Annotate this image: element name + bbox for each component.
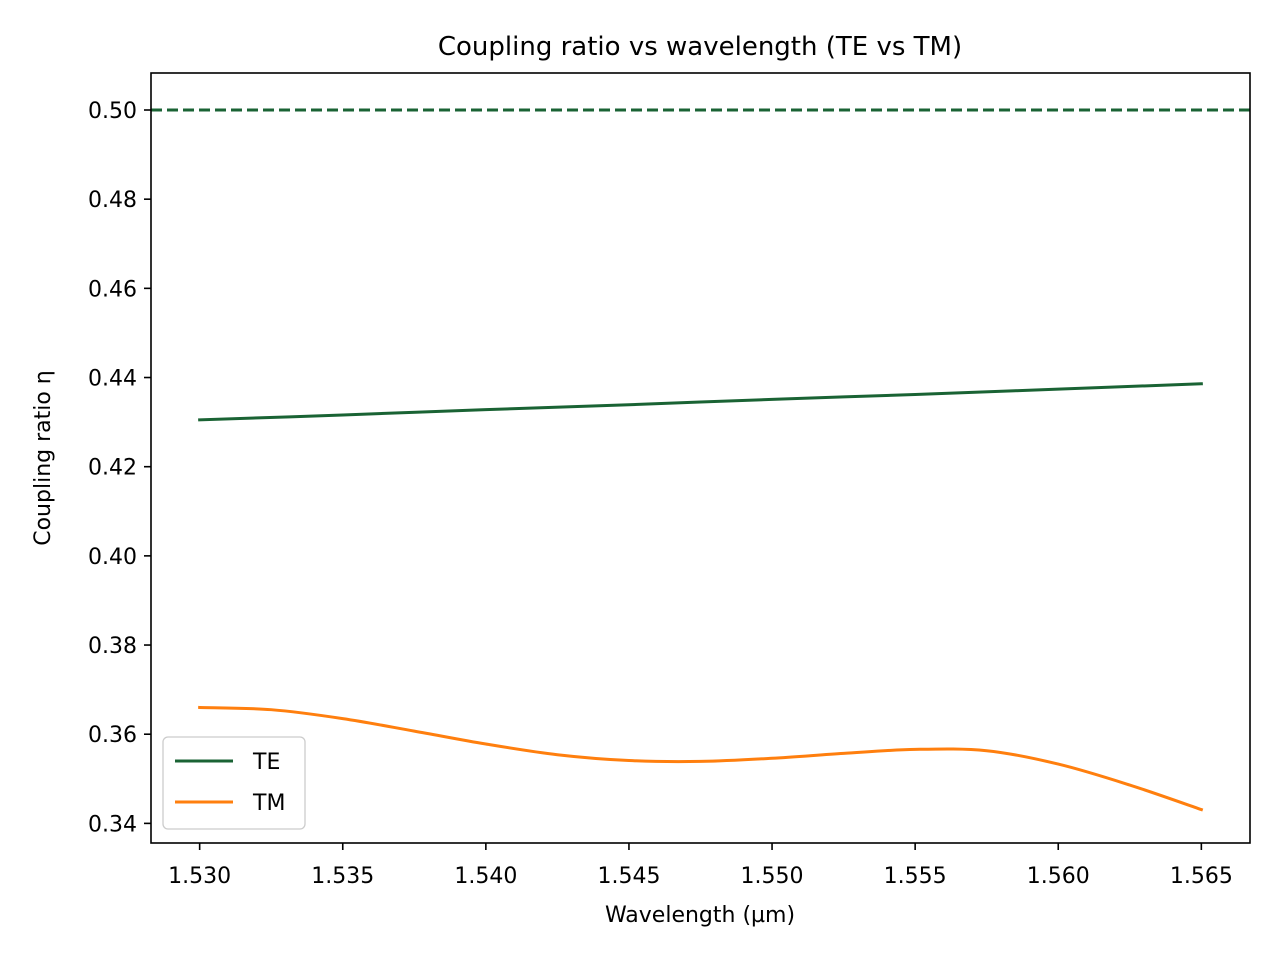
y-axis-label: Coupling ratio η <box>31 370 56 546</box>
x-axis-label: Wavelength (µm) <box>605 903 795 928</box>
series-line-te <box>198 382 1203 422</box>
y-tick-label: 0.50 <box>88 99 137 124</box>
x-tick-label: 1.565 <box>1170 864 1233 889</box>
y-tick-label: 0.48 <box>88 188 137 213</box>
x-tick-label: 1.550 <box>741 864 804 889</box>
plot-marks <box>151 108 1250 812</box>
chart-title: Coupling ratio vs wavelength (TE vs TM) <box>438 32 962 62</box>
x-tick-label: 1.555 <box>884 864 947 889</box>
x-tick-label: 1.545 <box>597 864 660 889</box>
x-tick-label: 1.540 <box>454 864 517 889</box>
legend-label-tm: TM <box>252 791 285 816</box>
legend-label-te: TE <box>252 750 280 775</box>
y-tick-label: 0.46 <box>88 277 137 302</box>
series-line-tm <box>198 705 1204 812</box>
y-tick-label: 0.40 <box>88 545 137 570</box>
y-tick-label: 0.38 <box>88 634 137 659</box>
axis-ticks: 1.530 1.535 1.540 1.545 1.550 1.555 1.560 1.565… <box>88 99 1233 889</box>
y-tick-label: 0.44 <box>88 367 137 392</box>
plot-frame <box>150 72 1251 844</box>
y-tick-label: 0.34 <box>88 812 137 837</box>
legend: TE TM <box>162 736 306 830</box>
x-tick-label: 1.535 <box>311 864 374 889</box>
y-tick-label: 0.36 <box>88 723 137 748</box>
y-tick-label: 0.42 <box>88 456 137 481</box>
x-tick-label: 1.560 <box>1027 864 1090 889</box>
x-tick-label: 1.530 <box>168 864 231 889</box>
